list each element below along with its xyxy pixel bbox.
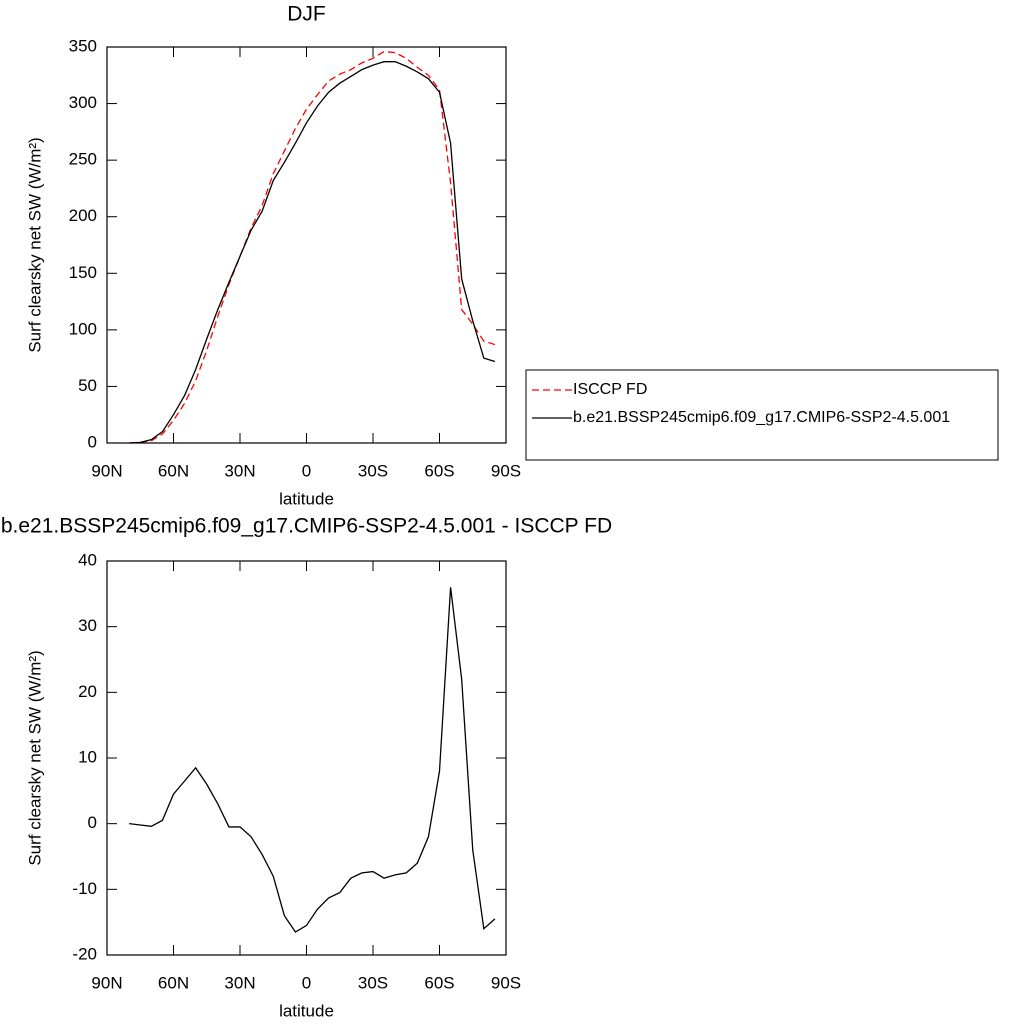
x-tick-label: 30S — [358, 973, 388, 992]
x-tick-label: 60N — [158, 973, 189, 992]
chart-title: DJF — [287, 3, 326, 26]
x-tick-label: 60N — [158, 461, 189, 480]
y-tick-label: 10 — [78, 747, 97, 766]
x-tick-label: 90N — [91, 973, 122, 992]
y-tick-label: 150 — [69, 263, 97, 282]
chart-title: b.e21.BSSP245cmip6.f09_g17.CMIP6-SSP2-4.… — [1, 515, 612, 538]
y-tick-label: 100 — [69, 319, 97, 338]
legend-label: ISCCP FD — [573, 381, 647, 398]
y-axis-label: Surf clearsky net SW (W/m²) — [25, 137, 44, 352]
x-tick-label: 90N — [91, 461, 122, 480]
y-tick-label: 0 — [88, 813, 97, 832]
y-tick-label: -20 — [72, 944, 97, 963]
plot-frame — [106, 46, 507, 444]
x-tick-label: 30N — [224, 973, 255, 992]
legend-label: b.e21.BSSP245cmip6.f09_g17.CMIP6-SSP2-4.… — [573, 409, 950, 426]
y-tick-label: 20 — [78, 682, 97, 701]
y-tick-label: 300 — [69, 93, 97, 112]
y-tick-label: -10 — [72, 879, 97, 898]
data-line — [129, 50, 496, 444]
x-tick-label: 60S — [424, 461, 454, 480]
x-tick-label: 0 — [302, 973, 311, 992]
y-tick-label: 30 — [78, 616, 97, 635]
y-tick-label: 40 — [78, 550, 97, 569]
y-axis-label: Surf clearsky net SW (W/m²) — [25, 650, 44, 865]
y-tick-label: 350 — [69, 36, 97, 55]
x-tick-label: 90S — [491, 461, 521, 480]
x-tick-label: 0 — [302, 461, 311, 480]
x-axis-label: latitude — [279, 489, 334, 508]
plot-frame — [106, 560, 507, 956]
x-tick-label: 30N — [224, 461, 255, 480]
x-axis-label: latitude — [279, 1001, 334, 1020]
x-tick-label: 60S — [424, 973, 454, 992]
data-line — [129, 61, 496, 444]
y-tick-label: 250 — [69, 150, 97, 169]
x-tick-label: 30S — [358, 461, 388, 480]
x-tick-label: 90S — [491, 973, 521, 992]
legend-box — [525, 369, 999, 461]
y-tick-label: 0 — [88, 432, 97, 451]
y-tick-label: 50 — [78, 376, 97, 395]
data-line — [129, 587, 496, 933]
y-tick-label: 200 — [69, 206, 97, 225]
